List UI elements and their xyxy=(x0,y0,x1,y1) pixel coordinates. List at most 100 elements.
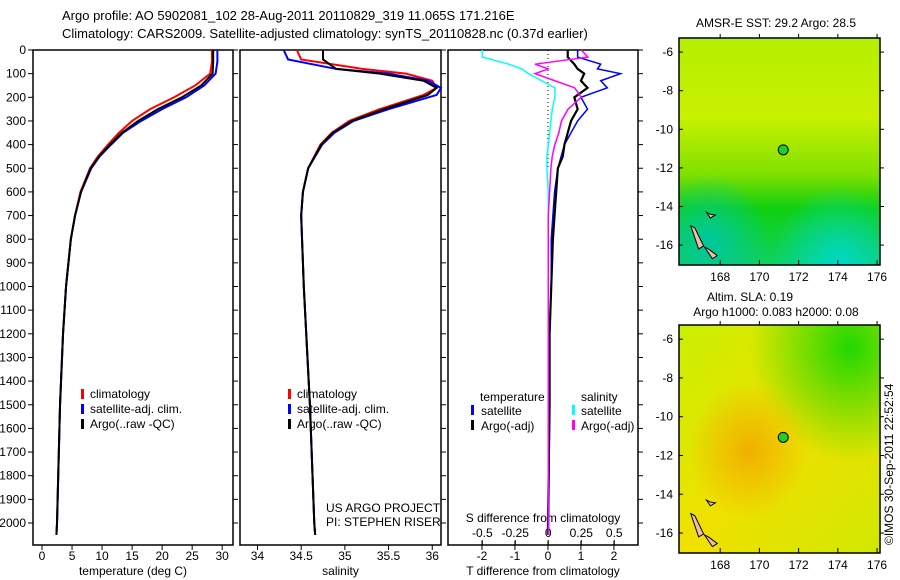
x2-axis-label: S difference from climatology xyxy=(466,511,621,525)
y-tick-label: 600 xyxy=(6,185,26,199)
x-tick-label: 0 xyxy=(545,549,552,563)
legend-t-satellite: satellite xyxy=(481,404,522,418)
lat-tick-label: -16 xyxy=(656,526,674,540)
lon-tick-label: 174 xyxy=(828,558,848,572)
x-tick-label: 20 xyxy=(155,549,169,563)
map-frame xyxy=(678,37,881,266)
x-tick-label: 5 xyxy=(69,549,76,563)
legend-swatch xyxy=(288,389,291,399)
y-tick-label: 1800 xyxy=(0,469,26,483)
argo-location-marker xyxy=(777,431,789,443)
lon-tick-label: 170 xyxy=(749,270,769,284)
lat-tick-label: -6 xyxy=(662,332,673,346)
difference-axes-frame xyxy=(447,49,639,546)
sst-map-title: AMSR-E SST: 29.2 Argo: 28.5 xyxy=(696,16,856,30)
salinity-axes-frame xyxy=(239,49,442,546)
series-line-s-satellite xyxy=(481,50,556,535)
y-tick-label: 1200 xyxy=(0,327,26,341)
sst-map: 168 170 172 174 176 -6 -8 -10 -12 -14 -16 AMSR-E SS… xyxy=(656,16,888,284)
x-tick-label: 10 xyxy=(95,549,109,563)
y-tick-label: 1300 xyxy=(0,350,26,364)
y-tick-label: 1000 xyxy=(0,280,26,294)
lat-tick-label: -10 xyxy=(656,122,674,136)
lat-tick-label: -10 xyxy=(656,410,674,424)
credit-text: ©IMOS 30-Sep-2011 22:52:54 xyxy=(882,383,896,545)
project-line2: PI: STEPHEN RISER xyxy=(326,515,441,529)
y-tick-label: 400 xyxy=(6,138,26,152)
x-tick-label: -2 xyxy=(477,549,488,563)
lat-tick-label: -8 xyxy=(662,84,673,98)
x-axis-label: temperature (deg C) xyxy=(79,564,187,578)
map-frame xyxy=(678,324,881,554)
x-tick-label: 36 xyxy=(426,549,440,563)
x2-tick-label: 0.5 xyxy=(606,526,623,540)
salinity-panel: 34 34.5 35 35.5 36 salinity climatologysatelli… xyxy=(239,49,446,578)
x2-tick-label: 0.25 xyxy=(570,526,594,540)
sla-map: 168 170 172 174 176 -6 -8 -10 -12 -14 -16 Altim. SL… xyxy=(656,290,888,572)
lat-tick-label: -14 xyxy=(656,487,674,501)
argo-location-marker xyxy=(777,144,789,156)
lon-tick-label: 172 xyxy=(789,270,809,284)
lon-tick-label: 174 xyxy=(828,270,848,284)
x2-tick-label: -0.25 xyxy=(502,526,530,540)
x-tick-label: 35.5 xyxy=(377,549,401,563)
island-land xyxy=(703,533,719,548)
y-tick-label: 1700 xyxy=(0,445,26,459)
sla-map-subtitle: Argo h1000: 0.083 h2000: 0.08 xyxy=(693,305,859,319)
series-line-climatology xyxy=(295,49,439,535)
y-tick-label: 500 xyxy=(6,161,26,175)
legend-entry: satellite-adj. clim. xyxy=(90,402,182,416)
legend-temperature-title: temperature xyxy=(480,390,545,404)
y-tick-label: 300 xyxy=(6,114,26,128)
temperature-axes-frame xyxy=(32,49,234,546)
lat-tick-label: -12 xyxy=(656,448,674,462)
x-tick-label: 0 xyxy=(39,549,46,563)
legend-swatch xyxy=(288,404,291,414)
legend-swatch xyxy=(471,405,474,415)
legend-t-argo: Argo(-adj) xyxy=(481,419,534,433)
series-line-s-argo-adj- xyxy=(532,49,590,535)
x-tick-label: 2 xyxy=(611,549,618,563)
y-tick-label: 900 xyxy=(6,256,26,270)
legend-s-argo: Argo(-adj) xyxy=(581,419,634,433)
y-tick-label: 1900 xyxy=(0,492,26,506)
legend-swatch xyxy=(81,419,84,429)
island-land xyxy=(704,211,717,219)
lat-tick-label: -8 xyxy=(662,371,673,385)
legend-swatch xyxy=(572,420,575,430)
x-axis-label: T difference from climatology xyxy=(466,564,620,578)
y-tick-label: 2000 xyxy=(0,516,26,530)
y-tick-label: 200 xyxy=(6,90,26,104)
legend-swatch xyxy=(81,404,84,414)
y-tick-label: 1400 xyxy=(0,374,26,388)
lon-tick-label: 170 xyxy=(749,558,769,572)
x-tick-label: -1 xyxy=(510,549,521,563)
y-tick-label: 100 xyxy=(6,67,26,81)
lat-tick-label: -14 xyxy=(656,200,674,214)
lat-tick-label: -6 xyxy=(662,45,673,59)
sla-map-title: Altim. SLA: 0.19 xyxy=(707,290,793,304)
legend-entry: satellite-adj. clim. xyxy=(297,402,389,416)
y-tick-label: 0 xyxy=(19,43,26,57)
lon-tick-label: 176 xyxy=(867,270,887,284)
legend-swatch xyxy=(81,389,84,399)
legend-swatch xyxy=(572,405,575,415)
island-land xyxy=(689,512,705,538)
y-tick-label: 1600 xyxy=(0,421,26,435)
legend-entry: Argo(..raw -QC) xyxy=(297,417,382,431)
y-tick-label: 1500 xyxy=(0,398,26,412)
legend-s-satellite: satellite xyxy=(581,404,622,418)
y-tick-label: 800 xyxy=(6,232,26,246)
legend-entry: climatology xyxy=(90,387,150,401)
lon-tick-label: 172 xyxy=(789,558,809,572)
title-line2: Climatology: CARS2009. Satellite-adjuste… xyxy=(62,26,588,41)
x-tick-label: 1 xyxy=(578,549,585,563)
x-axis-label: salinity xyxy=(322,564,359,578)
series-line-argo-raw-qc- xyxy=(300,50,439,535)
series-line-t-argo-adj- xyxy=(546,50,590,535)
x2-tick-label: -0.5 xyxy=(472,526,493,540)
lon-tick-label: 168 xyxy=(710,558,730,572)
series-line-t-satellite xyxy=(547,50,624,535)
